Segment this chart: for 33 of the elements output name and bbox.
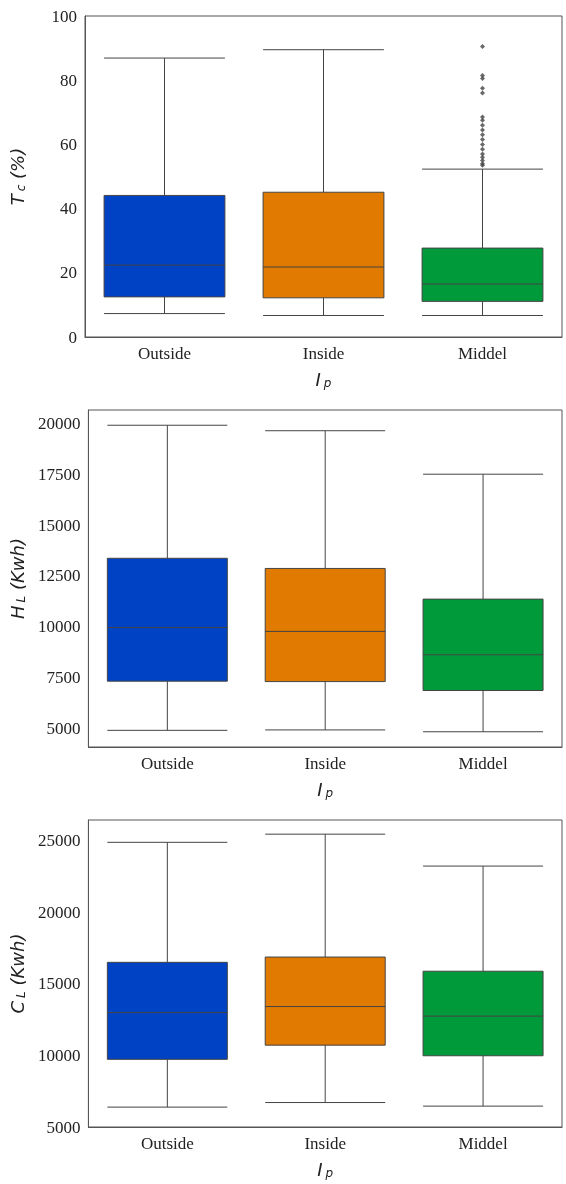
y-axis-title: CL (Kwh) — [6, 933, 28, 1014]
x-tick-label: Outside — [140, 1134, 194, 1153]
x-tick-label: Middel — [458, 1134, 508, 1153]
y-tick-label: 5000 — [46, 1117, 81, 1137]
y-axis-title: HL (Kwh) — [6, 538, 28, 619]
y-tick-label: 20 — [60, 263, 77, 283]
y-tick-label: 40 — [60, 199, 77, 219]
y-tick-label: 10000 — [37, 1045, 81, 1065]
y-tick-label: 5000 — [46, 718, 81, 738]
y-tick-label: 17500 — [37, 464, 81, 484]
x-tick-label: Middel — [457, 344, 508, 363]
x-tick-label: Middel — [458, 754, 508, 773]
x-axis-title: Ip — [317, 778, 334, 800]
y-tick-label: 15000 — [37, 974, 81, 994]
y-tick-label: 60 — [60, 134, 77, 154]
y-axis-title: Tc (%) — [6, 147, 28, 206]
y-tick-label: 20000 — [37, 902, 81, 922]
y-tick-label: 15000 — [37, 515, 81, 535]
x-axis-title: Ip — [315, 368, 332, 390]
y-tick-label: 10000 — [37, 617, 81, 637]
x-tick-label: Inside — [302, 344, 345, 363]
x-tick-label: Inside — [304, 1134, 346, 1153]
x-tick-label: Outside — [140, 754, 194, 773]
y-tick-label: 100 — [51, 6, 77, 26]
y-tick-label: 25000 — [37, 831, 81, 851]
y-tick-label: 12500 — [37, 566, 81, 586]
x-tick-label: Outside — [138, 344, 191, 363]
y-tick-label: 7500 — [46, 668, 81, 688]
y-tick-label: 0 — [68, 327, 77, 347]
y-tick-label: 80 — [60, 70, 77, 90]
x-axis-title: Ip — [317, 1158, 334, 1180]
x-tick-label: Inside — [304, 754, 346, 773]
y-tick-label: 20000 — [37, 414, 81, 434]
